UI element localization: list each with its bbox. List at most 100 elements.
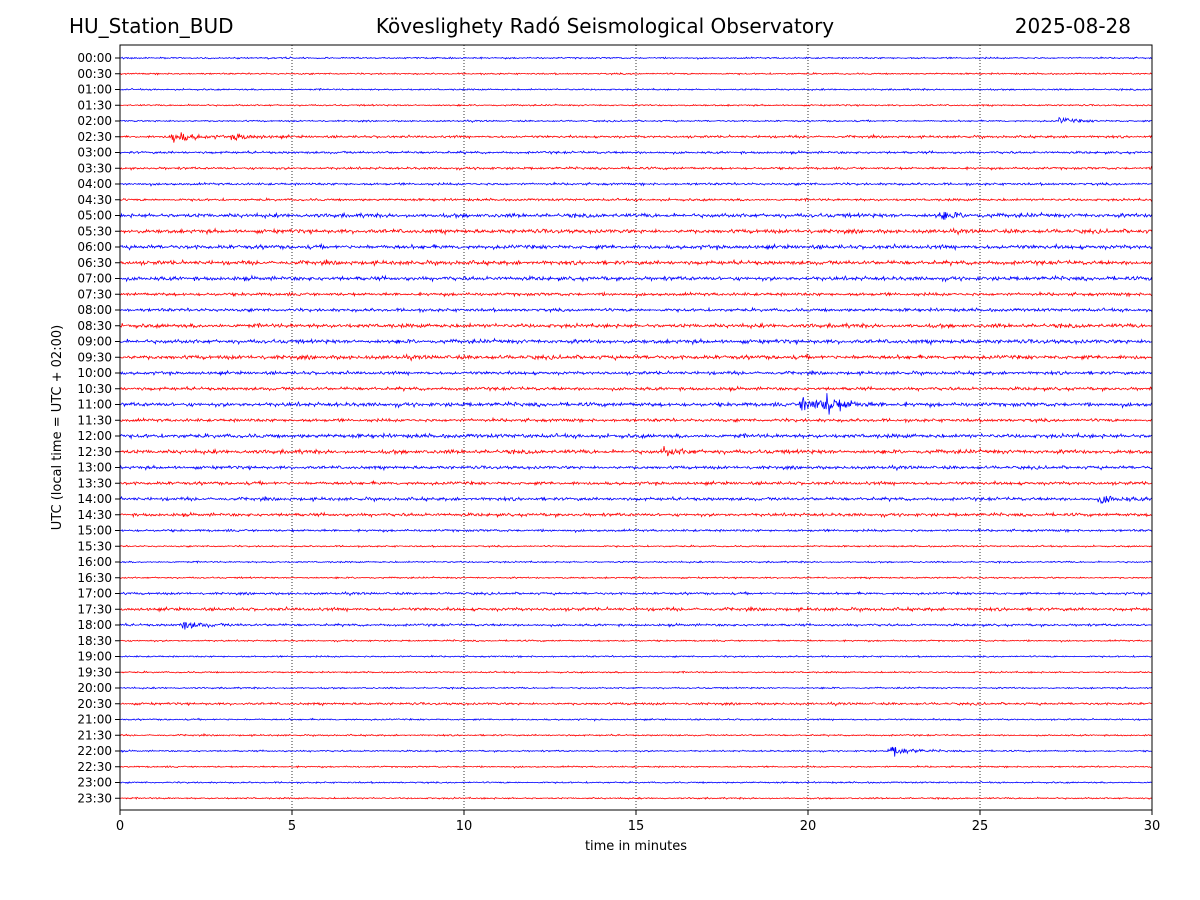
trace-1000 bbox=[119, 369, 1153, 377]
y-tick-label: 02:30 bbox=[77, 130, 112, 144]
y-tick-label: 08:30 bbox=[77, 319, 112, 333]
y-tick-label: 13:30 bbox=[77, 476, 112, 490]
y-tick-label: 23:30 bbox=[77, 791, 112, 805]
trace-0230 bbox=[119, 132, 1153, 143]
y-tick-label: 03:30 bbox=[77, 161, 112, 175]
trace-0930 bbox=[120, 353, 1153, 362]
station-label: HU_Station_BUD bbox=[69, 14, 234, 38]
y-tick-label: 23:00 bbox=[77, 776, 112, 790]
y-tick-label: 10:00 bbox=[77, 366, 112, 380]
trace-0300 bbox=[119, 149, 1153, 156]
y-tick-label: 08:00 bbox=[77, 303, 112, 317]
y-tick-label: 07:00 bbox=[77, 272, 112, 286]
y-tick-label: 18:00 bbox=[77, 618, 112, 632]
trace-1730 bbox=[119, 605, 1153, 613]
y-tick-label: 09:30 bbox=[77, 350, 112, 364]
x-tick-label: 20 bbox=[800, 819, 817, 834]
y-tick-label: 21:00 bbox=[77, 713, 112, 727]
trace-1230 bbox=[119, 446, 1153, 457]
trace-2330 bbox=[119, 796, 1153, 801]
y-tick-label: 16:00 bbox=[77, 555, 112, 569]
x-axis-label: time in minutes bbox=[585, 839, 687, 854]
trace-1030 bbox=[119, 385, 1153, 393]
y-tick-label: 11:30 bbox=[77, 413, 112, 427]
y-tick-label: 18:30 bbox=[77, 634, 112, 648]
y-tick-label: 21:30 bbox=[77, 728, 112, 742]
trace-1630 bbox=[119, 575, 1153, 580]
trace-0400 bbox=[119, 181, 1153, 187]
trace-2000 bbox=[119, 686, 1153, 690]
y-tick-label: 15:00 bbox=[77, 524, 112, 538]
x-tick-label: 10 bbox=[456, 819, 473, 834]
y-tick-label: 22:00 bbox=[77, 744, 112, 758]
trace-0800 bbox=[119, 306, 1153, 314]
y-tick-label: 20:30 bbox=[77, 697, 112, 711]
trace-0130 bbox=[119, 103, 1153, 108]
y-tick-label: 00:00 bbox=[77, 51, 112, 65]
trace-1500 bbox=[119, 527, 1153, 534]
trace-0830 bbox=[119, 322, 1153, 330]
trace-2230 bbox=[119, 764, 1153, 769]
y-tick-label: 13:00 bbox=[77, 461, 112, 475]
trace-0530 bbox=[119, 227, 1153, 236]
y-tick-label: 01:00 bbox=[77, 83, 112, 97]
trace-0030 bbox=[119, 71, 1153, 76]
trace-2300 bbox=[119, 780, 1153, 785]
trace-1330 bbox=[119, 479, 1153, 487]
date-label: 2025-08-28 bbox=[1014, 14, 1131, 38]
y-tick-label: 15:30 bbox=[77, 539, 112, 553]
y-tick-label: 02:00 bbox=[77, 114, 112, 128]
y-tick-label: 11:00 bbox=[77, 398, 112, 412]
trace-0100 bbox=[119, 87, 1153, 92]
y-tick-label: 14:30 bbox=[77, 508, 112, 522]
trace-1700 bbox=[119, 590, 1153, 597]
trace-1200 bbox=[119, 431, 1153, 440]
trace-2030 bbox=[119, 701, 1153, 707]
x-tick-label: 15 bbox=[628, 819, 645, 834]
trace-0630 bbox=[119, 258, 1153, 267]
y-tick-label: 04:30 bbox=[77, 193, 112, 207]
trace-lines bbox=[119, 56, 1153, 801]
y-tick-label: 17:30 bbox=[77, 602, 112, 616]
y-tick-label: 12:30 bbox=[77, 445, 112, 459]
x-tick-label: 0 bbox=[116, 819, 124, 834]
y-tick-label: 17:00 bbox=[77, 587, 112, 601]
x-tick-label: 5 bbox=[288, 819, 296, 834]
y-tick-label: 19:00 bbox=[77, 650, 112, 664]
trace-0900 bbox=[119, 337, 1153, 346]
y-tick-label: 09:00 bbox=[77, 335, 112, 349]
trace-1530 bbox=[119, 544, 1153, 549]
trace-1830 bbox=[119, 638, 1153, 643]
y-tick-label: 01:30 bbox=[77, 98, 112, 112]
y-tick-label: 03:00 bbox=[77, 146, 112, 160]
trace-0000 bbox=[120, 56, 1153, 60]
y-tick-label: 19:30 bbox=[77, 665, 112, 679]
x-axis-ticks: 0 5 10 15 20 25 30 bbox=[116, 810, 1160, 834]
y-tick-label: 06:00 bbox=[77, 240, 112, 254]
y-tick-label: 05:00 bbox=[77, 209, 112, 223]
y-tick-label: 16:30 bbox=[77, 571, 112, 585]
trace-0330 bbox=[119, 165, 1153, 171]
y-tick-label: 00:30 bbox=[77, 67, 112, 81]
chart-title: Köveslighety Radó Seismological Observat… bbox=[375, 14, 835, 38]
trace-1930 bbox=[119, 670, 1153, 674]
y-tick-label: 20:00 bbox=[77, 681, 112, 695]
trace-1430 bbox=[119, 511, 1153, 519]
y-tick-label: 14:00 bbox=[77, 492, 112, 506]
trace-0600 bbox=[119, 242, 1153, 251]
y-tick-label: 04:00 bbox=[77, 177, 112, 191]
y-tick-label: 10:30 bbox=[77, 382, 112, 396]
trace-2130 bbox=[119, 732, 1152, 738]
trace-2100 bbox=[119, 717, 1153, 722]
y-tick-label: 06:30 bbox=[77, 256, 112, 270]
trace-1130 bbox=[119, 416, 1153, 424]
trace-0500 bbox=[119, 211, 1153, 220]
y-tick-label: 05:30 bbox=[77, 224, 112, 238]
trace-0200 bbox=[119, 116, 1153, 124]
trace-0430 bbox=[119, 197, 1153, 203]
trace-1400 bbox=[119, 495, 1153, 505]
trace-2200 bbox=[119, 746, 1153, 757]
x-tick-label: 25 bbox=[972, 819, 989, 834]
